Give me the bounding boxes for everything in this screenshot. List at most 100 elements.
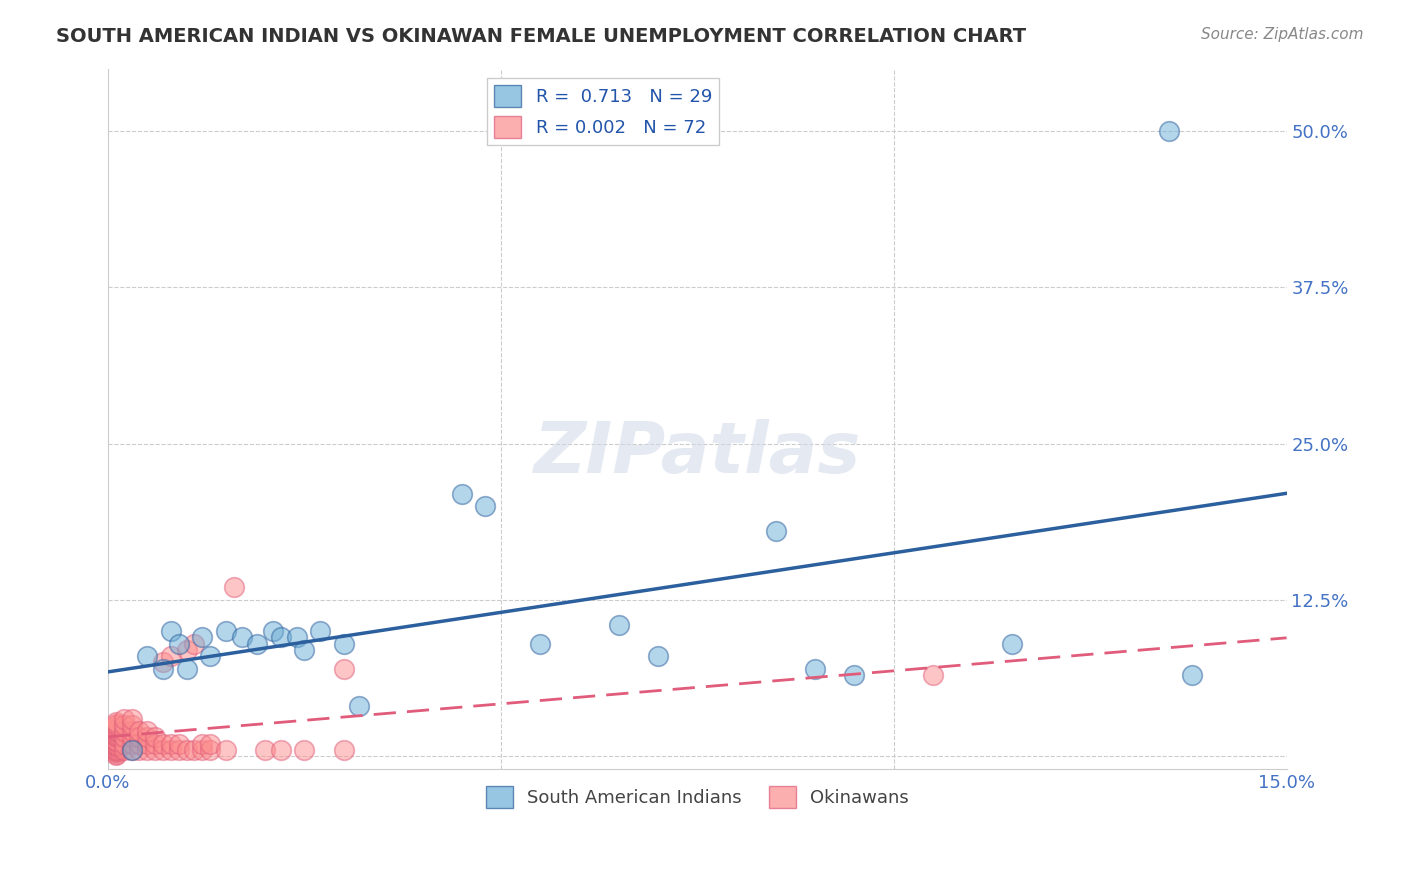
Point xyxy=(104,743,127,757)
Point xyxy=(136,737,159,751)
Point xyxy=(104,728,127,742)
Text: Source: ZipAtlas.com: Source: ZipAtlas.com xyxy=(1201,27,1364,42)
Point xyxy=(294,643,316,657)
Point xyxy=(765,524,787,538)
Point xyxy=(152,743,174,757)
Point xyxy=(332,743,354,757)
Point xyxy=(136,724,159,739)
Point xyxy=(104,729,127,743)
Point xyxy=(349,699,371,714)
Point xyxy=(450,486,472,500)
Point xyxy=(191,737,214,751)
Point xyxy=(309,624,332,639)
Point xyxy=(167,637,190,651)
Point xyxy=(104,716,127,731)
Point xyxy=(121,724,143,739)
Point xyxy=(143,731,166,745)
Point xyxy=(254,743,277,757)
Point xyxy=(104,739,127,753)
Point xyxy=(104,726,127,740)
Point xyxy=(167,743,190,757)
Point xyxy=(167,737,190,751)
Point xyxy=(104,744,127,758)
Point xyxy=(647,649,669,664)
Point xyxy=(176,743,198,757)
Point xyxy=(112,712,135,726)
Text: SOUTH AMERICAN INDIAN VS OKINAWAN FEMALE UNEMPLOYMENT CORRELATION CHART: SOUTH AMERICAN INDIAN VS OKINAWAN FEMALE… xyxy=(56,27,1026,45)
Point xyxy=(104,725,127,739)
Point xyxy=(136,743,159,757)
Point xyxy=(332,637,354,651)
Point xyxy=(104,737,127,751)
Point xyxy=(121,743,143,757)
Point xyxy=(1000,637,1022,651)
Legend: South American Indians, Okinawans: South American Indians, Okinawans xyxy=(478,779,917,815)
Point xyxy=(474,499,496,513)
Point xyxy=(183,743,205,757)
Point xyxy=(121,718,143,732)
Point xyxy=(104,723,127,737)
Point xyxy=(198,743,221,757)
Point xyxy=(128,737,150,751)
Point xyxy=(104,741,127,756)
Point xyxy=(104,745,127,759)
Point xyxy=(215,743,238,757)
Point xyxy=(128,743,150,757)
Point xyxy=(104,740,127,755)
Point xyxy=(270,743,292,757)
Point xyxy=(285,631,308,645)
Point xyxy=(121,737,143,751)
Point xyxy=(104,722,127,736)
Point xyxy=(104,734,127,748)
Point xyxy=(128,724,150,739)
Point xyxy=(607,618,630,632)
Point xyxy=(121,731,143,745)
Text: ZIPatlas: ZIPatlas xyxy=(534,419,860,488)
Point xyxy=(804,662,827,676)
Point xyxy=(270,631,292,645)
Point xyxy=(112,718,135,732)
Point xyxy=(121,743,143,757)
Point xyxy=(198,649,221,664)
Point xyxy=(121,712,143,726)
Point xyxy=(529,637,551,651)
Point xyxy=(104,715,127,730)
Point xyxy=(104,747,127,762)
Point xyxy=(1157,124,1180,138)
Point xyxy=(143,743,166,757)
Point xyxy=(332,662,354,676)
Point xyxy=(152,662,174,676)
Point xyxy=(222,580,245,594)
Point xyxy=(294,743,316,757)
Point xyxy=(136,649,159,664)
Point xyxy=(143,737,166,751)
Point xyxy=(191,743,214,757)
Point xyxy=(176,643,198,657)
Point xyxy=(104,731,127,745)
Point xyxy=(112,731,135,745)
Point xyxy=(160,649,183,664)
Point xyxy=(922,668,945,682)
Point xyxy=(112,737,135,751)
Point xyxy=(160,743,183,757)
Point xyxy=(112,724,135,739)
Point xyxy=(104,738,127,752)
Point xyxy=(152,737,174,751)
Point xyxy=(104,718,127,732)
Point xyxy=(215,624,238,639)
Point xyxy=(160,624,183,639)
Point xyxy=(262,624,284,639)
Point xyxy=(112,743,135,757)
Point xyxy=(128,731,150,745)
Point xyxy=(104,747,127,761)
Point xyxy=(231,631,253,645)
Point xyxy=(246,637,269,651)
Point xyxy=(136,731,159,745)
Point xyxy=(198,737,221,751)
Point xyxy=(844,668,866,682)
Point xyxy=(160,737,183,751)
Point xyxy=(176,662,198,676)
Point xyxy=(183,637,205,651)
Point xyxy=(152,656,174,670)
Point xyxy=(1181,668,1204,682)
